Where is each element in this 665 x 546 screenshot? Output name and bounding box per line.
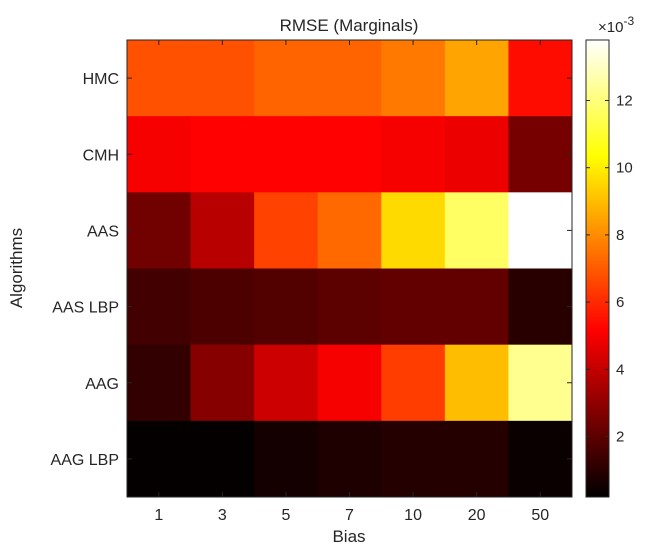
heatmap-cell: [381, 116, 446, 193]
colorbar-tick-label: 12: [616, 92, 633, 109]
heatmap-cells: [127, 40, 573, 498]
heatmap-cell: [190, 268, 255, 346]
heatmap-cell: [254, 116, 319, 193]
y-tick-label: AAG: [85, 376, 119, 393]
heatmap-cell: [317, 268, 382, 346]
heatmap-cell: [444, 192, 509, 269]
heatmap-cell: [317, 192, 382, 269]
x-tick-label: 50: [531, 507, 549, 524]
heatmap-cell: [254, 192, 319, 269]
y-tick-label: AAS: [87, 223, 119, 240]
colorbar-exponent-power: -3: [623, 14, 634, 28]
heatmap-cell: [381, 268, 446, 346]
heatmap-cell: [444, 40, 509, 117]
y-axis-ticks: HMC CMH AAS AAS LBP AAG AAG LBP: [51, 71, 572, 469]
y-axis-label: Algorithms: [7, 228, 26, 308]
colorbar-tick-label: 6: [616, 294, 624, 311]
heatmap-cell: [508, 192, 573, 269]
colorbar-tick-label: 8: [616, 227, 624, 244]
heatmap-cell: [444, 344, 509, 422]
x-tick-label: 10: [404, 507, 422, 524]
heatmap-cell: [127, 40, 192, 117]
heatmap-cell: [381, 344, 446, 422]
heatmap-cell: [381, 192, 446, 269]
heatmap-cell: [254, 420, 319, 498]
x-axis-label: Bias: [332, 527, 365, 546]
heatmap-cell: [190, 192, 255, 269]
heatmap-cell: [254, 40, 319, 117]
x-tick-label: 1: [154, 507, 163, 524]
heatmap-cell: [190, 420, 255, 498]
heatmap-cell: [508, 268, 573, 346]
x-tick-label: 20: [468, 507, 486, 524]
heatmap-cell: [508, 420, 573, 498]
heatmap-cell: [317, 40, 382, 117]
colorbar-tick-label: 4: [616, 361, 624, 378]
colorbar-tick-label: 10: [616, 160, 633, 177]
heatmap-cell: [381, 40, 446, 117]
heatmap-cell: [127, 268, 192, 346]
heatmap-cell: [190, 116, 255, 193]
heatmap-cell: [381, 420, 446, 498]
x-tick-label: 3: [218, 507, 227, 524]
chart-title: RMSE (Marginals): [280, 16, 419, 35]
heatmap-cell: [127, 420, 192, 498]
heatmap-cell: [190, 344, 255, 422]
heatmap-cell: [508, 116, 573, 193]
colorbar-ticks: 2 4 6 8 10 12: [586, 92, 633, 446]
y-tick-label: HMC: [83, 71, 119, 88]
heatmap-cell: [444, 116, 509, 193]
heatmap-cell: [317, 420, 382, 498]
heatmap-cell: [254, 344, 319, 422]
y-tick-label: AAG LBP: [51, 452, 119, 469]
y-tick-label: CMH: [83, 147, 119, 164]
heatmap-cell: [444, 420, 509, 498]
colorbar: [585, 39, 610, 498]
heatmap-cell: [508, 40, 573, 117]
colorbar-exponent-base: ×10: [598, 19, 623, 36]
x-tick-label: 7: [345, 507, 354, 524]
heatmap-cell: [254, 268, 319, 346]
colorbar-tick-label: 2: [616, 429, 624, 446]
x-axis-ticks: 1 3 5 7 10 20 50: [154, 40, 549, 524]
heatmap-cell: [127, 116, 192, 193]
heatmap-cell: [508, 344, 573, 422]
heatmap-cell: [127, 192, 192, 269]
heatmap-cell: [127, 344, 192, 422]
x-tick-label: 5: [281, 507, 290, 524]
heatmap-cell: [317, 116, 382, 193]
y-tick-label: AAS LBP: [52, 300, 119, 317]
heatmap-cell: [317, 344, 382, 422]
colorbar-exponent: ×10-3: [598, 14, 634, 36]
heatmap-cell: [444, 268, 509, 346]
heatmap-cell: [190, 40, 255, 117]
